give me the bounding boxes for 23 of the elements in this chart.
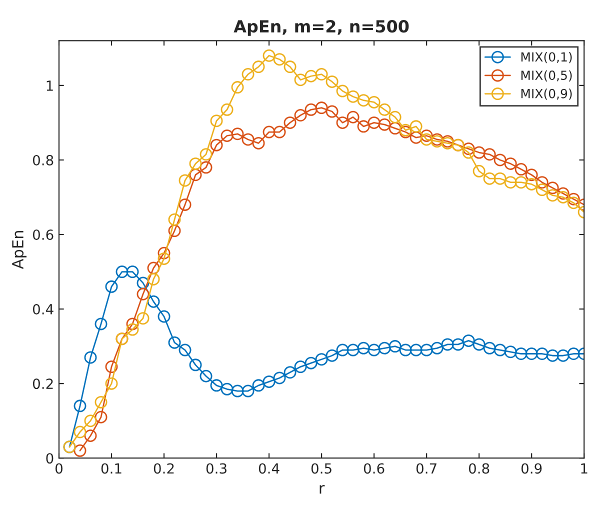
y-tick-label: 0.4: [32, 304, 54, 315]
y-tick-label: 0.6: [32, 229, 54, 240]
x-tick-label: 0: [55, 463, 62, 474]
y-tick-label: 1: [46, 80, 53, 91]
x-tick-label: 0.9: [521, 463, 542, 474]
x-tick-label: 0.6: [364, 463, 384, 474]
x-tick-label: 0.8: [468, 463, 490, 474]
y-axis-title: ApEn: [12, 230, 26, 270]
y-tick-label: 0: [46, 453, 54, 464]
y-tick-label: 0.8: [32, 154, 54, 166]
legend-label: MIX(0,9): [521, 88, 572, 100]
x-tick-label: 0.1: [101, 463, 122, 474]
y-tick-label: 0.2: [32, 378, 53, 390]
chart-title: ApEn, m=2, n=500: [234, 20, 409, 36]
x-tick-label: 0.3: [206, 463, 226, 474]
x-tick-label: 0.5: [311, 463, 332, 474]
x-tick-label: 0.7: [416, 463, 436, 474]
x-axis-title: r: [320, 485, 325, 494]
legend-label: MIX(0,1): [521, 52, 572, 64]
x-tick-label: 0.2: [154, 463, 174, 474]
x-tick-label: 1: [581, 463, 588, 474]
x-tick-label: 0.4: [258, 463, 280, 474]
legend-label: MIX(0,5): [521, 70, 572, 82]
